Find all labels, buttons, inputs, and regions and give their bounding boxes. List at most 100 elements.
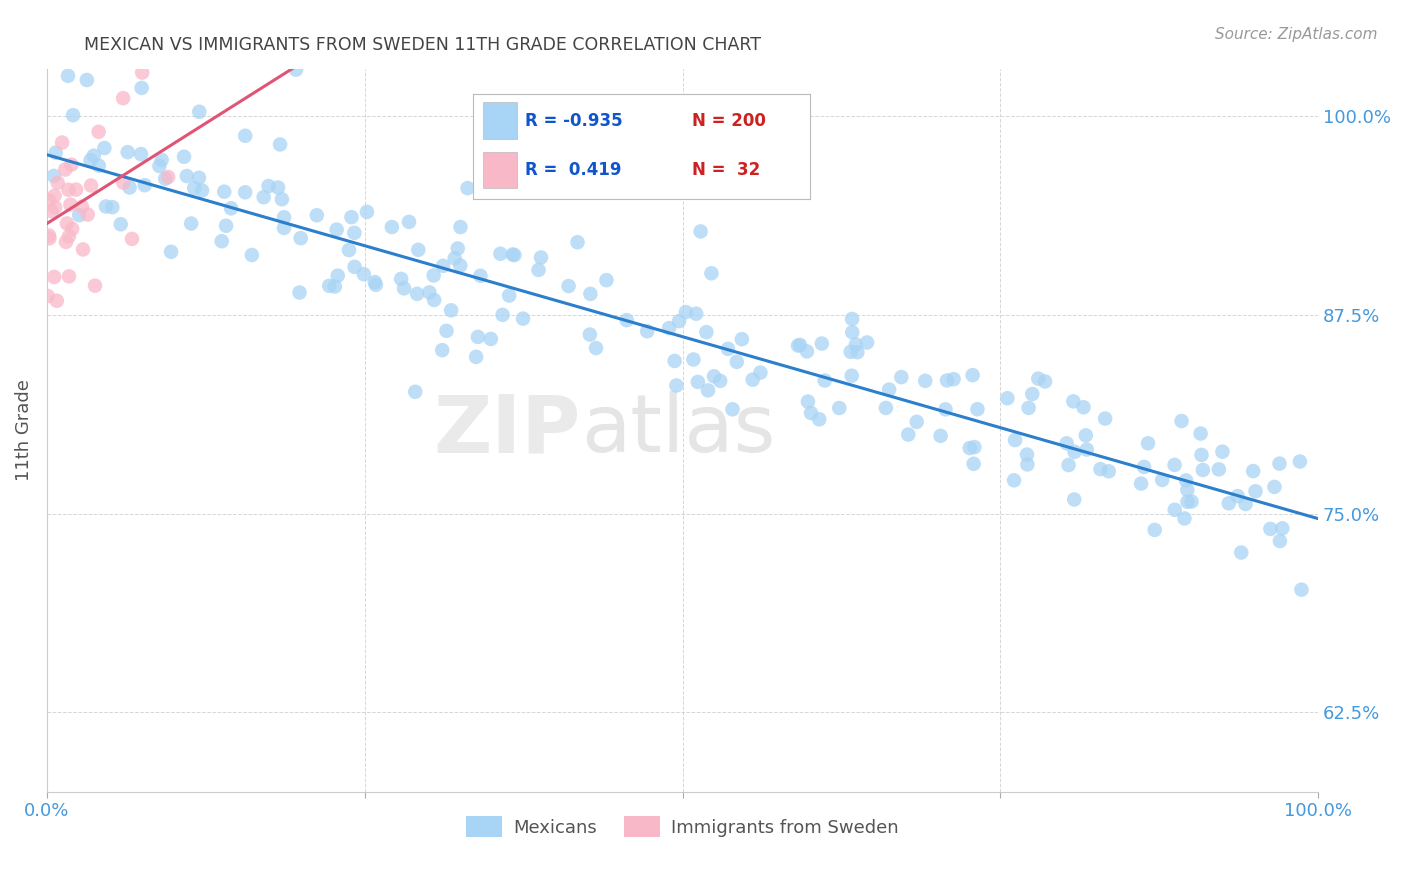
Point [60, 158, 83, 172]
Point [1074, 428, 1097, 442]
Point [1226, 489, 1249, 503]
Point [212, 185, 235, 199]
Point [406, 243, 429, 257]
Point [1164, 502, 1187, 516]
Point [557, 279, 579, 293]
Point [443, 252, 465, 266]
Point [796, 344, 818, 359]
Point [595, 273, 617, 287]
Point [789, 338, 811, 352]
Point [457, 181, 479, 195]
Point [959, 441, 981, 455]
Point [1152, 473, 1174, 487]
Point [325, 222, 347, 236]
Point [1002, 473, 1025, 487]
Point [188, 104, 211, 119]
Point [285, 62, 308, 77]
Point [87, 125, 110, 139]
Point [290, 231, 312, 245]
Point [356, 205, 378, 219]
Point [579, 327, 602, 342]
Point [273, 211, 295, 225]
Point [1268, 457, 1291, 471]
Point [1090, 462, 1112, 476]
Point [56, 216, 79, 230]
Point [253, 190, 276, 204]
Point [270, 192, 292, 206]
Point [703, 369, 725, 384]
Point [65, 183, 87, 197]
Point [76, 208, 98, 222]
Point [406, 286, 429, 301]
Point [1015, 448, 1038, 462]
Point [1192, 463, 1215, 477]
Point [1208, 462, 1230, 476]
Point [37, 289, 59, 303]
Point [527, 263, 550, 277]
Point [966, 402, 988, 417]
Point [675, 305, 697, 319]
Point [404, 384, 426, 399]
Point [1191, 448, 1213, 462]
Point [846, 345, 869, 359]
Point [682, 352, 704, 367]
Point [1289, 454, 1312, 468]
Point [697, 384, 720, 398]
Point [934, 402, 956, 417]
Point [211, 234, 233, 248]
Point [1263, 480, 1285, 494]
Point [432, 259, 454, 273]
Point [233, 128, 256, 143]
Point [800, 406, 823, 420]
Point [112, 176, 135, 190]
Point [1175, 474, 1198, 488]
Point [1170, 414, 1192, 428]
Point [1063, 445, 1085, 459]
Point [875, 401, 897, 415]
Point [686, 375, 709, 389]
Point [41, 204, 63, 219]
Point [1057, 458, 1080, 472]
Point [392, 281, 415, 295]
Point [62, 108, 84, 122]
Point [689, 224, 711, 238]
Point [502, 247, 524, 261]
Point [83, 149, 105, 163]
Point [436, 324, 458, 338]
Point [905, 415, 928, 429]
Point [1143, 523, 1166, 537]
Point [942, 372, 965, 386]
Point [1017, 458, 1039, 472]
Point [841, 312, 863, 326]
Point [418, 285, 440, 300]
Point [1026, 371, 1049, 385]
Point [731, 332, 754, 346]
Point [810, 336, 832, 351]
Point [1073, 401, 1095, 415]
Point [963, 440, 986, 454]
Point [131, 65, 153, 79]
Point [717, 342, 740, 356]
Point [67, 208, 90, 222]
Point [215, 219, 238, 233]
Point [288, 285, 311, 300]
Point [709, 374, 731, 388]
Point [267, 180, 290, 194]
Point [44, 269, 66, 284]
Point [814, 374, 837, 388]
Point [117, 145, 139, 160]
Point [749, 366, 772, 380]
Point [787, 338, 810, 352]
Point [465, 350, 488, 364]
Point [1004, 433, 1026, 447]
Point [585, 341, 607, 355]
Point [1241, 464, 1264, 478]
Point [44, 201, 66, 215]
Point [665, 378, 688, 392]
Point [664, 354, 686, 368]
Point [1062, 394, 1084, 409]
Text: MEXICAN VS IMMIGRANTS FROM SWEDEN 11TH GRADE CORRELATION CHART: MEXICAN VS IMMIGRANTS FROM SWEDEN 11TH G… [84, 36, 762, 54]
Point [467, 330, 489, 344]
Point [695, 325, 717, 339]
Point [191, 184, 214, 198]
